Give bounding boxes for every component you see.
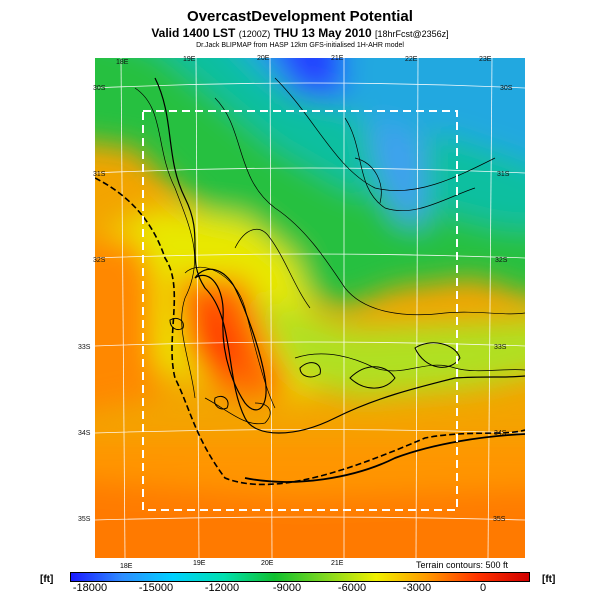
- bottom-lon-label: 19E: [193, 560, 206, 567]
- utc-time: (1200Z): [238, 29, 271, 39]
- colorbar-tick-label: 0: [479, 582, 487, 594]
- top-lon-label: 20E: [257, 55, 270, 62]
- top-lon-label: 23E: [479, 56, 492, 63]
- top-lon-label: 19E: [183, 56, 196, 63]
- colorbar-unit-right: [ft]: [542, 574, 556, 585]
- left-lat-label: 32S: [93, 257, 106, 264]
- colorbar-unit-left: [ft]: [40, 574, 54, 585]
- left-lat-label: 35S: [78, 516, 91, 523]
- colorbar-tick-label: -12000: [204, 582, 240, 594]
- valid-time: Valid 1400 LST: [151, 26, 236, 40]
- terrain-contours: [95, 77, 525, 486]
- domain-boundary: [142, 110, 458, 511]
- colorbar-tick-label: -18000: [72, 582, 108, 594]
- bottom-lon-label: 20E: [261, 560, 274, 567]
- top-lon-label: 21E: [331, 55, 344, 62]
- left-lat-label: 34S: [78, 430, 91, 437]
- colorbar-tick-label: -6000: [337, 582, 367, 594]
- right-lat-label: 30S: [500, 85, 513, 92]
- bottom-lon-label: 18E: [120, 563, 133, 570]
- valid-date: THU 13 May 2010: [273, 26, 372, 40]
- bottom-lon-label: 21E: [331, 560, 344, 567]
- left-lat-label: 30S: [93, 85, 106, 92]
- right-lat-label: 31S: [497, 171, 510, 178]
- top-lon-label: 18E: [116, 59, 129, 66]
- colorbar: [70, 572, 530, 582]
- forecast-map: [95, 58, 525, 558]
- colorbar-tick-label: -3000: [402, 582, 432, 594]
- colorbar-tick-label: -9000: [272, 582, 302, 594]
- left-lat-label: 33S: [78, 344, 91, 351]
- left-lat-label: 31S: [93, 171, 106, 178]
- colorbar-tick-label: -15000: [138, 582, 174, 594]
- right-lat-label: 33S: [494, 344, 507, 351]
- right-lat-label: 32S: [495, 257, 508, 264]
- map-subtitle: Valid 1400 LST (1200Z) THU 13 May 2010 […: [0, 26, 600, 40]
- lat-lon-grid: [95, 58, 525, 558]
- top-lon-label: 22E: [405, 56, 418, 63]
- right-lat-label: 34S: [494, 430, 507, 437]
- map-title: OvercastDevelopment Potential: [187, 8, 413, 25]
- terrain-contour-note: Terrain contours: 500 ft: [415, 560, 508, 570]
- right-lat-label: 35S: [493, 516, 506, 523]
- forecast-info: [18hrFcst@2356z]: [374, 29, 449, 39]
- model-credit: Dr.Jack BLIPMAP from HASP 12km GFS-initi…: [196, 42, 404, 49]
